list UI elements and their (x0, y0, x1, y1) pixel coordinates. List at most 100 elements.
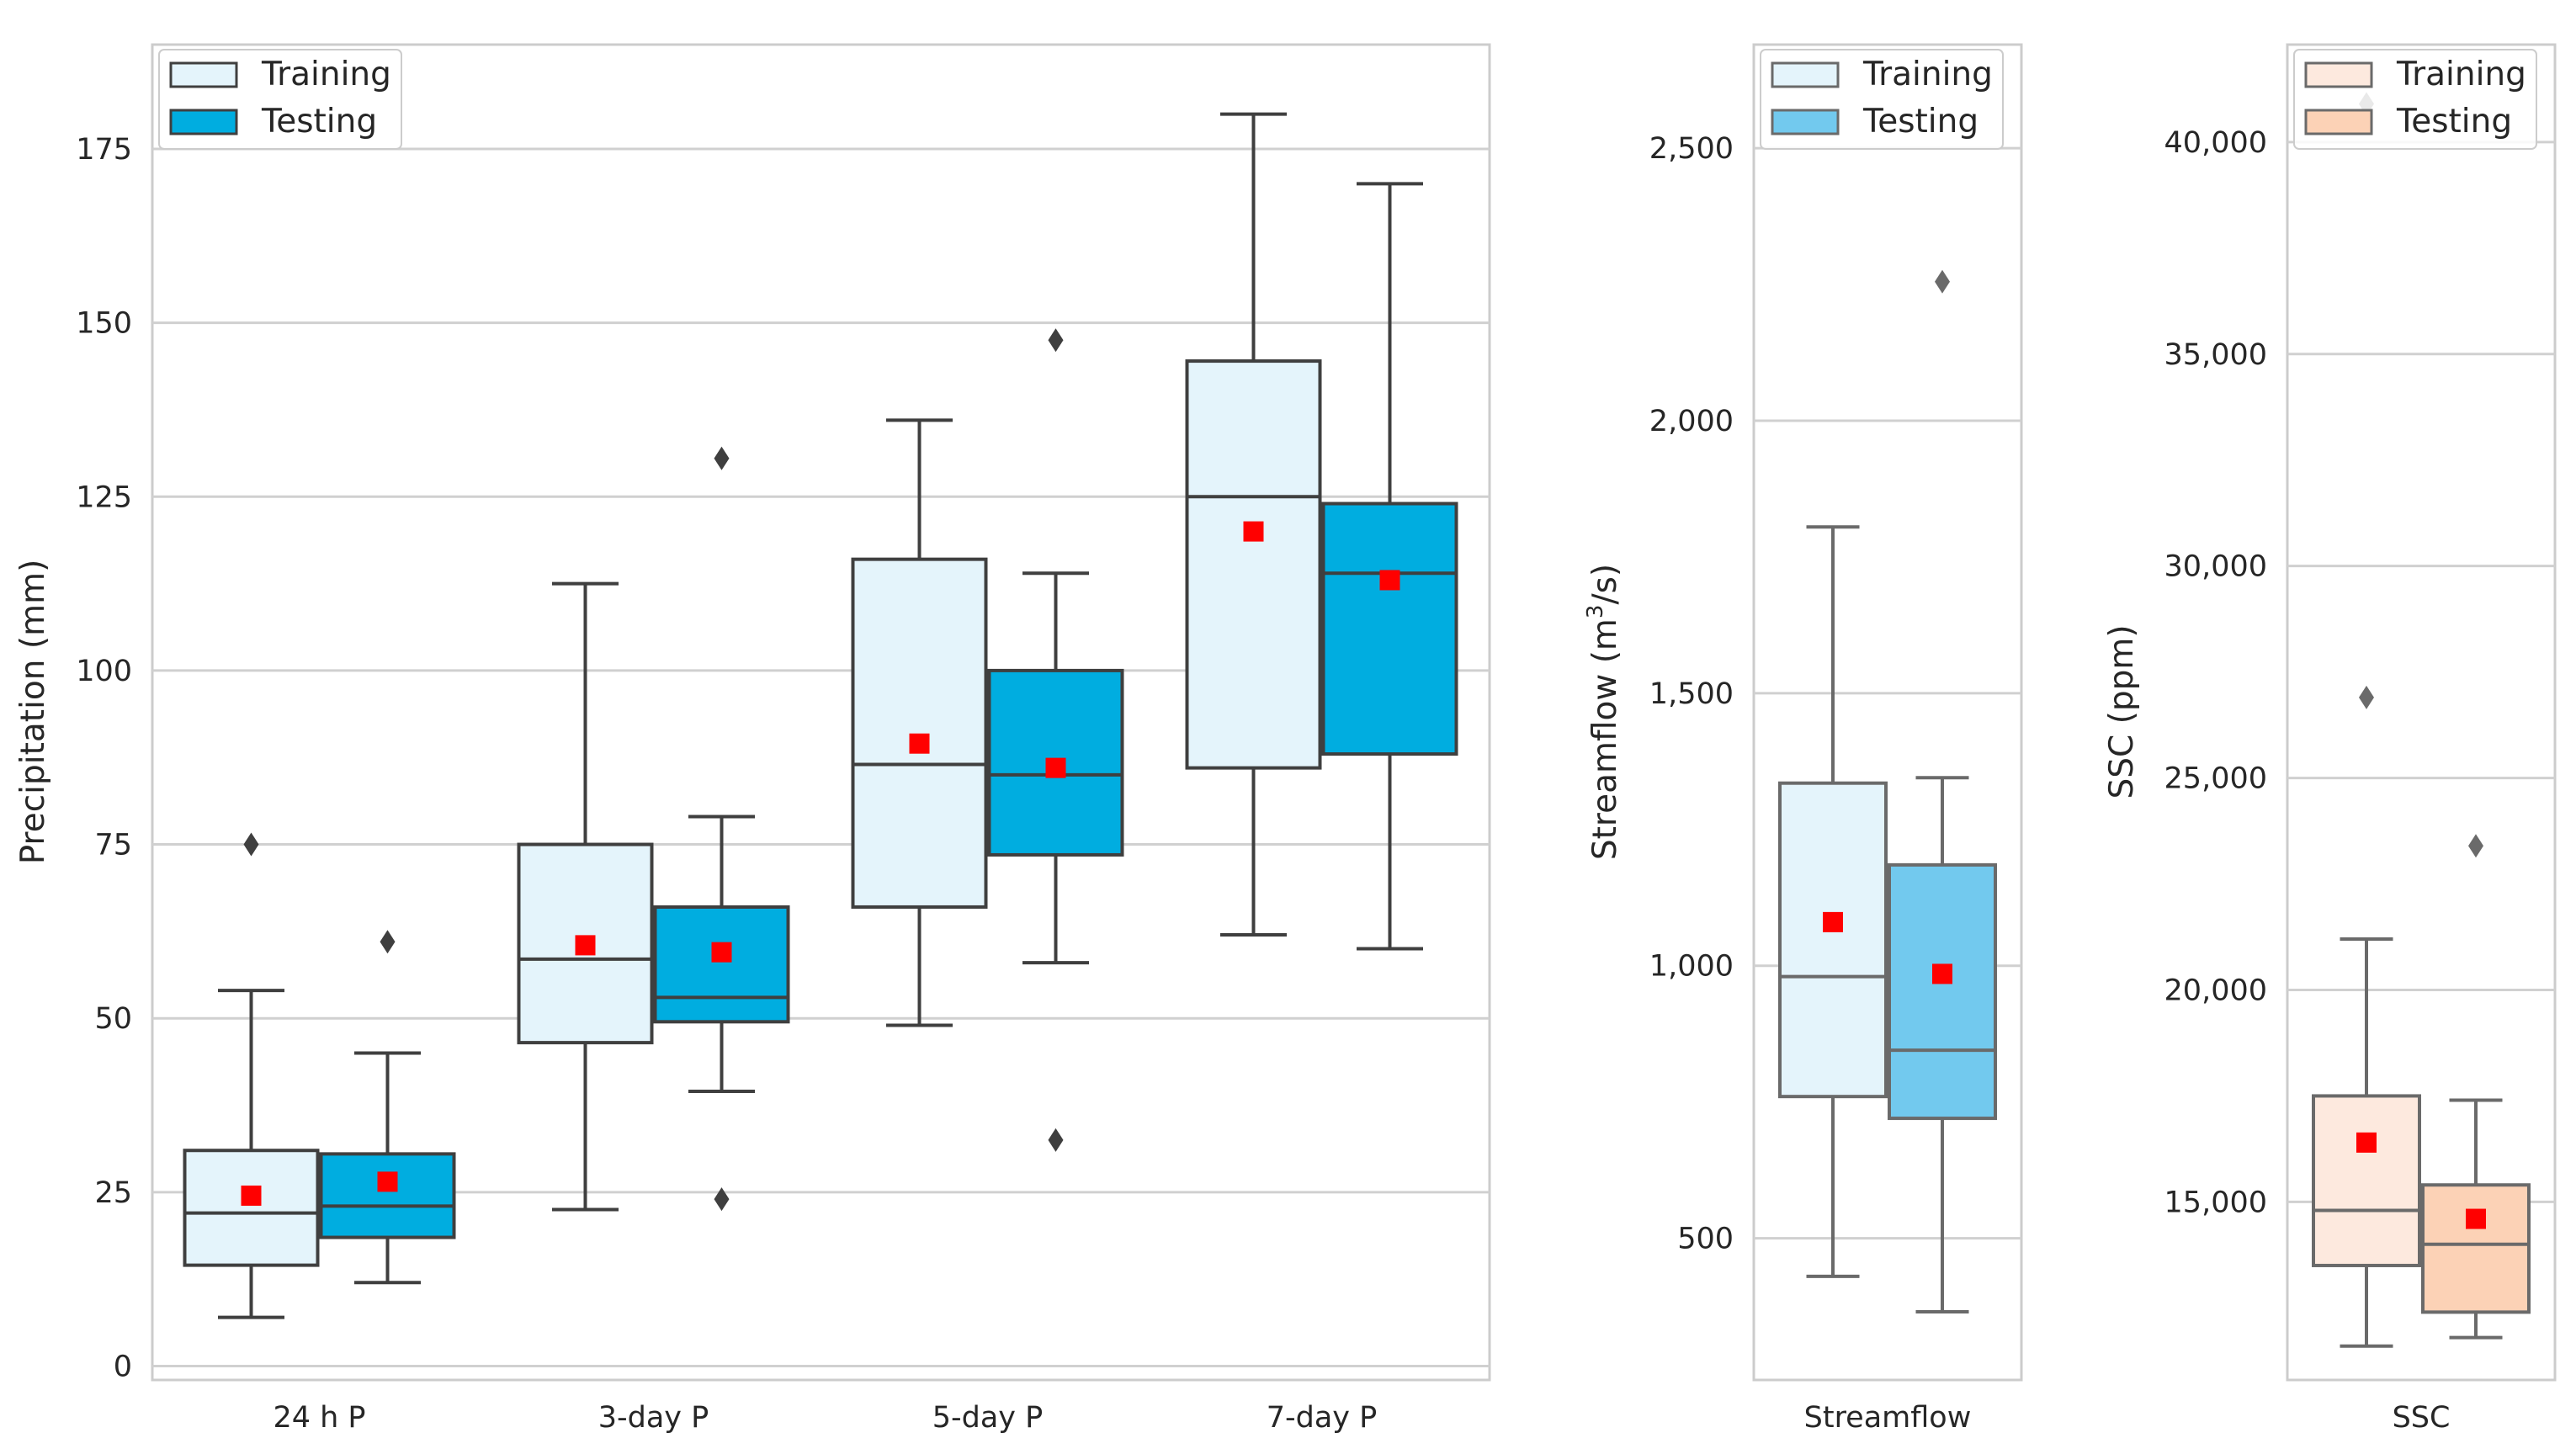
legend-swatch (169, 109, 238, 135)
box-body (1185, 359, 1322, 770)
y-axis-label-superscript: 3 (1583, 605, 1608, 619)
box-plots (1778, 269, 1997, 1314)
y-tick-label: 100 (76, 655, 132, 688)
mean-marker (2356, 1132, 2377, 1153)
y-tick-label: 175 (76, 133, 132, 167)
ssc-chart: 15,000 20,000 25,000 30,000 35,000 40,000 SSC… (2103, 43, 2557, 1435)
legend-swatch (1771, 61, 1840, 88)
y-tick-label: 50 (94, 1002, 132, 1036)
box-body (1888, 862, 1997, 1121)
legend-swatch (169, 61, 238, 88)
box-body (851, 557, 988, 909)
x-tick-label: 5-day P (932, 1401, 1044, 1435)
box-body (183, 1149, 320, 1267)
y-tick-label: 1,500 (1649, 677, 1734, 711)
y-tick-label: 35,000 (2164, 338, 2267, 372)
x-tick-label: Streamflow (1804, 1401, 1972, 1435)
training-box (183, 832, 320, 1319)
y-tick-label: 30,000 (2164, 550, 2267, 584)
mean-marker (241, 1185, 262, 1206)
box-body (1778, 781, 1888, 1099)
legend: Training Testing (2293, 49, 2537, 150)
legend-swatch (1771, 109, 1840, 135)
training-box (851, 418, 988, 1027)
y-axis-label-tail: /s) (1586, 564, 1624, 605)
outlier-marker (243, 832, 259, 857)
y-tick-label: 25 (94, 1176, 132, 1210)
mean-marker (1379, 570, 1400, 591)
y-tick-label: 150 (76, 307, 132, 341)
legend-label: Training (2396, 56, 2526, 93)
legend-entry: Testing (2304, 103, 2512, 141)
legend-entry: Training (169, 56, 391, 93)
mean-marker (575, 935, 596, 956)
plot-area (1752, 43, 2023, 1382)
box-body (653, 905, 790, 1024)
y-tick-label: 20,000 (2164, 974, 2267, 1007)
x-tick-labels: SSC (2393, 1401, 2451, 1435)
outlier-marker (380, 930, 396, 954)
testing-box (987, 328, 1124, 1152)
y-tick-label: 2,000 (1649, 405, 1734, 438)
legend: Training Testing (158, 49, 402, 150)
outlier-marker (2359, 685, 2374, 709)
legend-label: Testing (1862, 103, 1978, 141)
y-tick-label: 40,000 (2164, 126, 2267, 160)
mean-marker (2466, 1208, 2486, 1229)
x-tick-labels: Streamflow (1804, 1401, 1972, 1435)
y-axis-label: SSC (ppm) (2103, 624, 2141, 799)
legend-entry: Training (1771, 56, 1993, 93)
outlier-marker (1048, 1128, 1064, 1152)
outlier-marker (2468, 834, 2483, 858)
legend-label: Training (261, 56, 391, 93)
x-tick-label: 24 h P (273, 1401, 365, 1435)
mean-marker (1823, 911, 1843, 932)
testing-box (653, 446, 790, 1212)
y-axis-label-main: Streamflow (m (1586, 618, 1624, 860)
box-body (1321, 501, 1458, 756)
outlier-marker (714, 1187, 730, 1212)
outlier-marker (714, 446, 730, 470)
testing-box (2421, 834, 2531, 1340)
legend-label: Training (1862, 56, 1993, 93)
y-tick-labels: 15,000 20,000 25,000 30,000 35,000 40,000 (2164, 126, 2267, 1220)
y-tick-labels: 500 1,000 1,500 2,000 2,500 (1649, 132, 1734, 1256)
x-tick-label: 7-day P (1267, 1401, 1378, 1435)
outlier-marker (1935, 269, 1950, 294)
legend-entry: Training (2304, 56, 2526, 93)
training-box (1185, 112, 1322, 937)
legend-entry: Testing (169, 103, 377, 141)
testing-box (1888, 269, 1997, 1314)
streamflow-chart: 500 1,000 1,500 2,000 2,500 Streamflow Strea… (1583, 43, 2023, 1435)
outlier-marker (1048, 328, 1064, 353)
precipitation-chart: 0 25 50 75 100 125 150 175 24 h P 3-day P 5-day P… (14, 43, 1491, 1435)
y-tick-labels: 0 25 50 75 100 125 150 175 (76, 133, 132, 1383)
mean-marker (1243, 521, 1264, 542)
y-axis-label: Streamflow (m3/s) (1583, 564, 1624, 860)
y-tick-label: 75 (94, 829, 132, 862)
legend: Training Testing (1760, 49, 2004, 150)
legend-entry: Testing (1771, 103, 1978, 141)
y-tick-label: 15,000 (2164, 1186, 2267, 1219)
training-box (2312, 92, 2421, 1348)
box-plots (183, 112, 1458, 1319)
y-tick-label: 0 (114, 1350, 132, 1383)
x-tick-label: SSC (2393, 1401, 2451, 1435)
y-tick-label: 25,000 (2164, 762, 2267, 796)
mean-marker (909, 733, 930, 754)
y-tick-label: 2,500 (1649, 132, 1734, 166)
legend-swatch (2304, 109, 2373, 135)
box-body (2312, 1094, 2421, 1267)
x-tick-labels: 24 h P 3-day P 5-day P 7-day P (273, 1401, 1377, 1435)
y-axis-label: Precipitation (mm) (14, 560, 52, 865)
x-tick-label: 3-day P (598, 1401, 709, 1435)
mean-marker (711, 942, 732, 963)
training-box (517, 581, 654, 1212)
testing-box (319, 930, 456, 1285)
legend-swatch (2304, 61, 2373, 88)
mean-marker (1045, 757, 1066, 778)
training-box (1778, 525, 1888, 1278)
y-tick-label: 125 (76, 480, 132, 514)
box-body (319, 1152, 456, 1239)
